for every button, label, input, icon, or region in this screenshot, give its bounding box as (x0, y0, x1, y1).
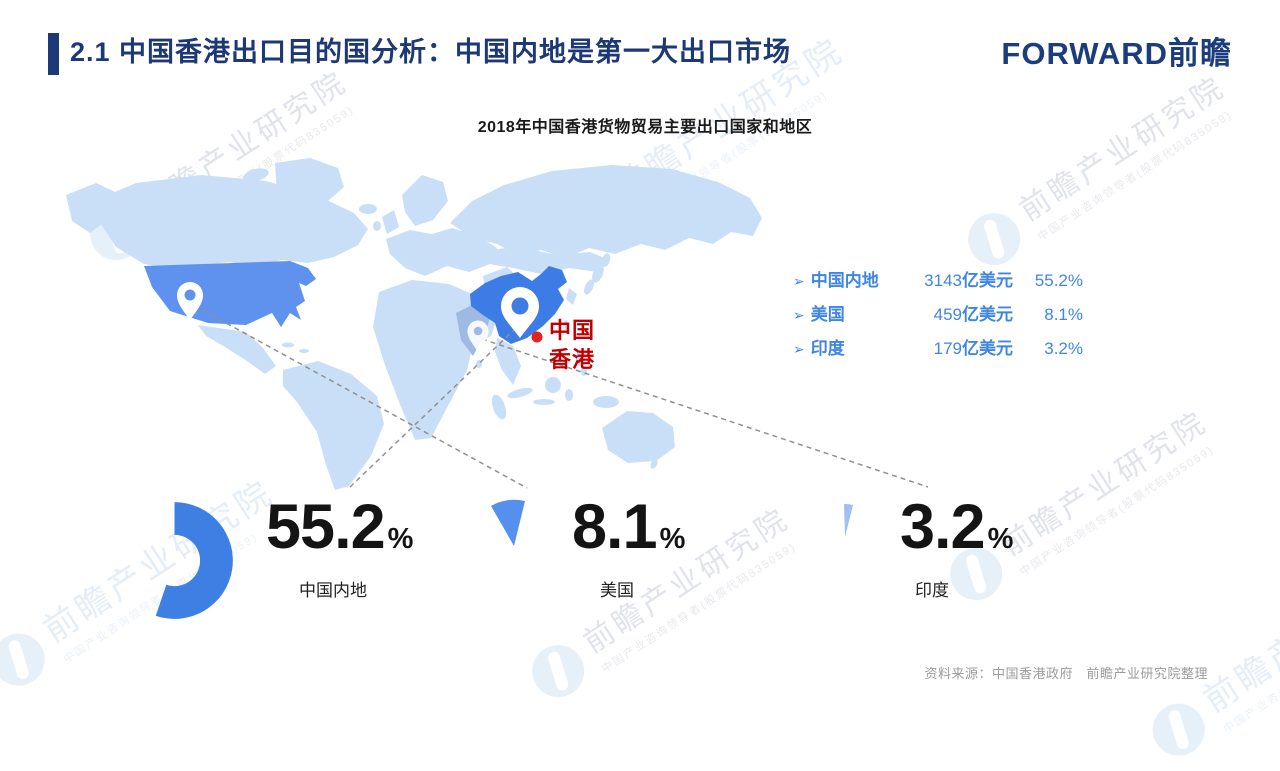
world-map (66, 158, 762, 490)
wedge-segment (491, 499, 525, 546)
map-central-asia (478, 247, 610, 274)
hongkong-label-line2: 香港 (549, 347, 596, 372)
pie-sliver-india (844, 503, 853, 537)
watermark-subtext: 中国产业咨询领导者(股票代码835059) (1035, 108, 1235, 244)
map-indochina (495, 338, 521, 385)
map-russia (450, 165, 762, 258)
source-note: 资料来源：中国香港政府 前瞻产业研究院整理 (924, 666, 1208, 681)
legend-country-label: 中国内地 (810, 271, 879, 290)
map-japan-honshu (592, 263, 604, 283)
legend-value-number: 459 (933, 305, 962, 324)
legend-value-number: 3143 (924, 271, 962, 290)
map-madagascar (491, 394, 507, 420)
legend-value-unit: 亿美元 (962, 339, 1013, 358)
legend-item-name: ➢ 美国 (793, 300, 917, 325)
map-scandinavia (402, 175, 448, 226)
legend-row-india: ➢ 印度 179亿美元 3.2% (793, 334, 1083, 368)
watermark-logo-icon (522, 635, 595, 708)
forward-logo: FORWARD前瞻 (1001, 36, 1232, 71)
map-sulawesi (565, 389, 573, 401)
map-taiwan (563, 320, 569, 330)
stat-unit: % (387, 523, 414, 555)
map-borneo (545, 377, 561, 393)
header: 2.1 中国香港出口目的国分析：中国内地是第一大出口市场 FORWARD前瞻 (0, 0, 1280, 90)
legend-value-unit: 亿美元 (962, 305, 1013, 324)
stat-number: 3.2% (900, 492, 1014, 562)
slide: { "header": { "title": "2.1 中国香港出口目的国分析：… (0, 0, 1280, 705)
watermark: 前瞻产业研究院中国产业咨询领导者(股票代码835059) (1138, 536, 1280, 771)
watermark: 前瞻产业研究院中国产业咨询领导者(股票代码835059) (955, 63, 1242, 279)
stat-label: 印度 (915, 581, 949, 600)
map-mexico (198, 325, 276, 374)
legend-row-china-mainland: ➢ 中国内地 3143亿美元 55.2% (793, 266, 1083, 300)
stat-label: 中国内地 (299, 581, 367, 600)
map-japan-hokkaido (601, 253, 611, 267)
legend-row-usa: ➢ 美国 459亿美元 8.1% (793, 300, 1083, 334)
watermark-logo-icon (958, 203, 1031, 276)
legend-value-number: 179 (933, 339, 962, 358)
stat-value: 8.1 (572, 492, 658, 562)
stat-unit: % (659, 523, 686, 555)
map-japan-kyushu (584, 279, 594, 295)
hongkong-label: 中国 香港 (549, 316, 595, 374)
hongkong-label-line1: 中国 (549, 318, 596, 343)
stat-value: 3.2 (900, 492, 986, 562)
map-iceland (359, 204, 377, 214)
sliver-segment (844, 503, 853, 537)
map-new-guinea (593, 396, 619, 408)
legend-item-pct: 55.2% (1034, 271, 1083, 290)
map-south-america (283, 361, 384, 490)
chart-title: 2018年中国香港货物贸易主要出口国家和地区 (477, 119, 813, 136)
map-sakhalin (612, 234, 620, 252)
legend-item-name: ➢ 中国内地 (793, 266, 917, 291)
stat-label: 美国 (600, 581, 634, 600)
watermark-logo-icon (0, 623, 55, 696)
stat-india: 3.2% 印度 (810, 492, 1070, 635)
watermark-logo-icon (1142, 693, 1215, 766)
stat-unit: % (987, 523, 1014, 555)
legend-item-value: 179亿美元 (917, 334, 1013, 359)
legend-country-label: 美国 (810, 305, 845, 324)
legend-item-pct: 8.1% (1044, 305, 1083, 324)
map-sumatra (507, 387, 533, 399)
legend-item-value: 3143亿美元 (917, 266, 1013, 291)
donut-chart-china-mainland (155, 502, 233, 619)
page-title: 2.1 中国香港出口目的国分析：中国内地是第一大出口市场 (70, 37, 792, 67)
map-sri-lanka (476, 360, 482, 368)
stat-china-mainland: 55.2% 中国内地 (110, 492, 455, 635)
stat-usa: 8.1% 美国 (460, 492, 720, 635)
map-cuba (282, 342, 294, 348)
pie-wedge-usa (491, 499, 525, 546)
legend-bullet-icon: ➢ (793, 273, 805, 289)
map-canada (94, 175, 368, 268)
watermark-text: 前瞻产业研究院 (1196, 543, 1280, 720)
map-australia (602, 411, 675, 463)
title-accent-bar (48, 33, 59, 75)
legend-item-pct: 3.2% (1044, 339, 1083, 358)
map-usa-highlight (144, 261, 316, 327)
legend: ➢ 中国内地 3143亿美元 55.2% ➢ 美国 459亿美元 8.1% ➢ 印度 … (793, 266, 1083, 368)
legend-item-value: 459亿美元 (917, 300, 1013, 325)
map-continents (66, 158, 762, 490)
map-europe (386, 228, 497, 276)
stat-value: 55.2 (266, 492, 386, 562)
stat-number: 8.1% (572, 492, 686, 562)
map-uk (382, 210, 399, 234)
watermark-subtext: 中国产业咨询领导者(股票代码835059) (1221, 600, 1280, 736)
map-ireland (373, 221, 381, 231)
legend-country-label: 印度 (810, 339, 845, 358)
stat-number: 55.2% (266, 492, 414, 562)
map-korea (566, 288, 577, 305)
legend-bullet-icon: ➢ (793, 307, 805, 323)
legend-value-unit: 亿美元 (962, 271, 1013, 290)
legend-bullet-icon: ➢ (793, 341, 805, 357)
map-baffin (243, 168, 269, 182)
map-hispaniola (299, 349, 309, 353)
donut-segment (155, 502, 233, 619)
map-java (533, 399, 555, 405)
legend-item-name: ➢ 印度 (793, 334, 917, 359)
